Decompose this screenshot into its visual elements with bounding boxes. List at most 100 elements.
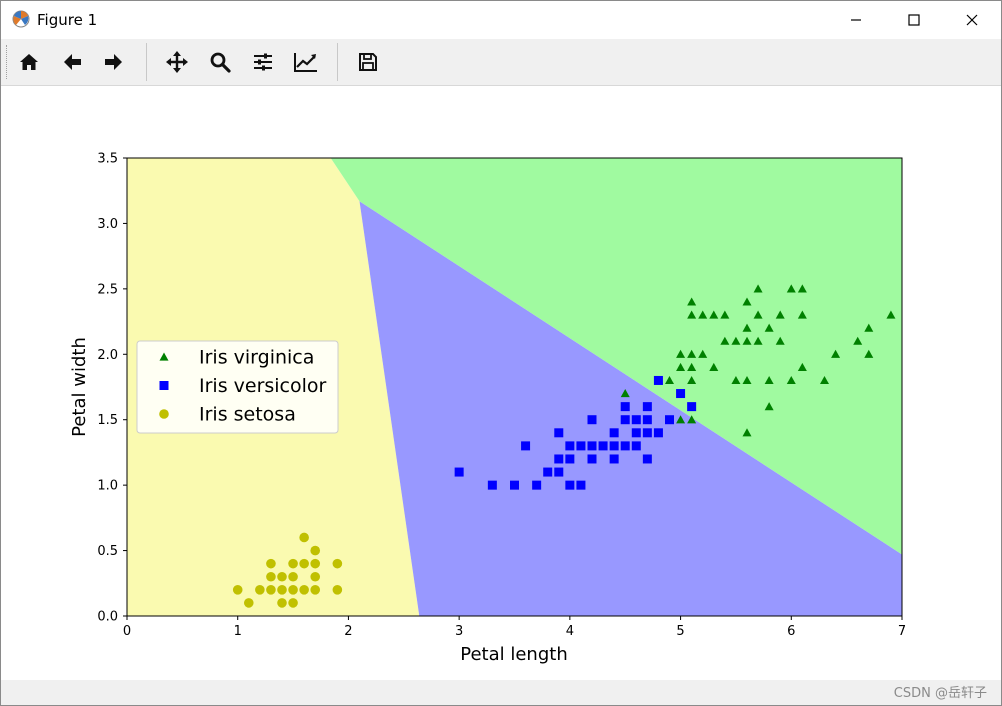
data-point (576, 480, 586, 490)
save-icon (359, 53, 377, 71)
status-bar: CSDN @岳轩子 (1, 680, 1001, 705)
data-point (687, 362, 697, 371)
data-point (775, 336, 785, 345)
data-point (742, 323, 752, 332)
data-point (232, 585, 243, 595)
data-point (565, 441, 575, 451)
data-point (288, 585, 298, 595)
x-tick-label: 2 (344, 624, 352, 639)
forward-arrow-icon (105, 54, 122, 70)
data-point (609, 428, 619, 438)
data-point (266, 558, 276, 569)
data-point (709, 362, 719, 371)
data-point (299, 558, 309, 569)
forward-button[interactable] (98, 47, 130, 77)
data-point (720, 310, 730, 319)
data-point (631, 441, 641, 451)
close-button[interactable] (943, 1, 1001, 39)
data-point (720, 336, 730, 345)
toolbar-separator (146, 43, 147, 81)
x-tick-label: 6 (787, 624, 795, 639)
data-point (764, 323, 774, 332)
x-tick-label: 4 (566, 624, 574, 639)
zoom-icon (210, 52, 231, 73)
back-arrow-icon (64, 54, 81, 70)
data-point (288, 598, 298, 608)
plot-area[interactable]: 0 1 2 3 4 5 6 7 0.0 0.5 1.0 1.5 2.0 2.5 3.0 3.5 Petal l… (1, 86, 1001, 680)
edit-axis-button[interactable] (290, 47, 322, 77)
maximize-icon (908, 14, 920, 26)
legend-marker (159, 409, 169, 419)
close-icon (966, 14, 978, 26)
data-point (742, 375, 752, 385)
data-point (665, 375, 674, 385)
data-point (642, 454, 652, 464)
decision-region (359, 201, 902, 616)
title-bar: Figure 1 (1, 1, 1001, 39)
home-button[interactable] (13, 47, 45, 77)
data-point (565, 454, 575, 464)
data-point (864, 349, 874, 358)
y-tick-label: 1.0 (97, 479, 118, 494)
data-point (510, 480, 519, 490)
zoom-button[interactable] (204, 47, 236, 77)
data-point (288, 571, 298, 582)
y-tick-label: 1.5 (97, 413, 118, 428)
data-point (620, 389, 630, 398)
data-point (687, 310, 697, 319)
data-point (277, 585, 287, 595)
data-point (631, 428, 641, 438)
y-tick-label: 0.0 (97, 610, 118, 625)
data-point (820, 375, 829, 385)
configure-subplots-button[interactable] (247, 47, 279, 77)
data-point (831, 349, 841, 358)
navigation-toolbar (1, 39, 1001, 86)
data-point (731, 375, 741, 385)
x-tick-label: 7 (898, 624, 906, 639)
data-point (310, 571, 321, 582)
data-point (565, 480, 575, 490)
data-point (709, 310, 719, 319)
data-point (886, 310, 896, 319)
data-point (687, 375, 697, 385)
data-point (299, 585, 309, 595)
data-point (521, 441, 531, 451)
data-point (687, 402, 697, 412)
data-point (332, 558, 343, 569)
data-point (775, 310, 785, 319)
data-point (609, 441, 619, 451)
toolbar-grip[interactable] (6, 45, 9, 79)
data-point (576, 441, 586, 451)
data-point (587, 454, 597, 464)
legend-label: Iris versicolor (199, 375, 327, 397)
edit-axis-icon (294, 53, 317, 72)
data-point (764, 375, 774, 385)
subplots-config-icon (254, 53, 272, 71)
data-point (332, 585, 343, 595)
data-point (255, 585, 265, 595)
decision-region (330, 158, 902, 555)
maximize-button[interactable] (885, 1, 943, 39)
back-button[interactable] (56, 47, 88, 77)
data-point (554, 428, 564, 438)
y-tick-label: 2.5 (97, 282, 118, 297)
data-point (554, 454, 564, 464)
data-point (631, 415, 641, 425)
y-axis-label: Petal width (69, 337, 90, 437)
data-point (676, 362, 686, 371)
data-point (310, 585, 321, 595)
save-button[interactable] (352, 47, 384, 77)
data-point (653, 375, 663, 385)
data-point (853, 336, 863, 345)
figure-canvas[interactable]: 0 1 2 3 4 5 6 7 0.0 0.5 1.0 1.5 2.0 2.5 3.0 3.5 Petal l… (1, 86, 1001, 680)
data-point (587, 441, 597, 451)
pan-button[interactable] (161, 47, 193, 77)
axes-frame (126, 157, 903, 617)
minimize-button[interactable] (827, 1, 885, 39)
data-point (310, 558, 321, 569)
x-tick-label: 1 (234, 624, 242, 639)
data-point (676, 389, 686, 399)
data-point (797, 310, 807, 319)
data-point (587, 415, 597, 425)
